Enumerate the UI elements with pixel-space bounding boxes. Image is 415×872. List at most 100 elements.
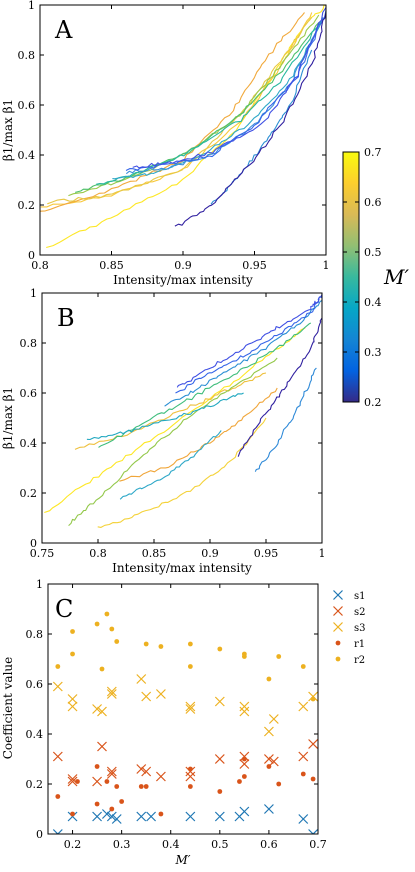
- marker-r2: [99, 666, 105, 672]
- marker-s2: [67, 776, 78, 787]
- y-tick-label: 0.4: [18, 149, 36, 162]
- panel-a: 0.8 0.85 0.9 0.95 1 0 0.2 0.4 0.6 0.8 1 A Intensit…: [1, 0, 330, 287]
- marker-s1: [239, 806, 250, 817]
- marker-s3: [106, 689, 117, 699]
- legend-label-s1: s1: [354, 591, 366, 602]
- marker-r2: [310, 696, 316, 702]
- marker-s1: [106, 811, 117, 822]
- series-line: [68, 357, 278, 527]
- marker-r2: [158, 644, 164, 649]
- x-tick-label: 0.95: [254, 547, 279, 560]
- x-tick-label: 0.4: [162, 838, 180, 851]
- marker-r1: [310, 776, 316, 782]
- panel-a-frame: [39, 4, 327, 256]
- legend-marker-r2: [335, 656, 341, 662]
- y-tick-label: 0.6: [18, 99, 36, 112]
- legend-label-s2: s2: [354, 607, 366, 618]
- series-line: [175, 295, 322, 394]
- y-tick-label: 0.2: [18, 199, 36, 212]
- panel-a-letter: A: [54, 16, 73, 44]
- series-line: [40, 12, 305, 212]
- panel-a-ylabel: β1/max β1: [1, 99, 15, 161]
- x-tick-label: 1: [323, 259, 330, 272]
- marker-r1: [94, 801, 100, 807]
- marker-r1: [187, 784, 193, 789]
- marker-r1: [217, 789, 223, 794]
- series-line: [176, 294, 322, 388]
- marker-s3: [155, 689, 166, 699]
- marker-s2: [106, 769, 117, 779]
- colorbar-label: M′: [383, 265, 409, 289]
- series-line: [74, 22, 320, 193]
- marker-s2: [239, 759, 250, 769]
- panel-b-letter: B: [57, 304, 75, 332]
- panel-c-xlabel: M′: [174, 853, 190, 867]
- panel-b: 0.75 0.8 0.85 0.9 0.95 1 0 0.2 0.4 0.6 0.8 1 B Inte…: [1, 287, 326, 575]
- x-tick-label: 1: [319, 547, 326, 560]
- colorbar-ticks: 0.2 0.3 0.4 0.5 0.6 0.7: [343, 146, 382, 409]
- marker-s1: [263, 804, 274, 814]
- colorbar-gradient: [342, 151, 360, 403]
- marker-s3: [106, 686, 117, 697]
- series-line: [98, 322, 312, 448]
- marker-s3: [67, 701, 78, 712]
- x-tick-label: 0.95: [242, 259, 267, 272]
- marker-r2: [94, 621, 100, 627]
- panel-b-ticks: 0.75 0.8 0.85 0.9 0.95 1 0 0.2 0.4 0.6 0.8 1: [20, 287, 326, 560]
- marker-s3: [263, 726, 274, 737]
- marker-r2: [143, 641, 149, 647]
- marker-s2: [308, 739, 318, 749]
- legend-label-s3: s3: [354, 623, 366, 634]
- marker-s2: [106, 766, 117, 777]
- series-line: [237, 317, 322, 457]
- marker-s2: [298, 751, 309, 762]
- marker-s3: [308, 691, 318, 702]
- marker-s3: [92, 704, 103, 714]
- marker-r2: [187, 641, 193, 647]
- marker-r2: [70, 629, 75, 634]
- legend-marker-s3: [333, 622, 343, 632]
- marker-s1: [214, 811, 225, 822]
- marker-s1: [67, 811, 78, 822]
- marker-r2: [276, 654, 282, 659]
- marker-r2: [114, 639, 120, 644]
- colorbar-tick-label: 0.4: [364, 296, 382, 309]
- marker-r2: [300, 664, 306, 669]
- x-tick-label: 0.8: [89, 547, 107, 560]
- y-tick-label: 0.6: [26, 678, 44, 691]
- marker-r1: [119, 799, 125, 804]
- marker-s3: [67, 694, 78, 704]
- marker-s1: [146, 811, 157, 822]
- series-line: [40, 12, 313, 208]
- series-line: [47, 17, 313, 205]
- legend-label-r1: r1: [354, 639, 365, 650]
- marker-s1: [92, 811, 103, 822]
- colorbar-tick-label: 0.3: [364, 346, 382, 359]
- legend-marker-s2: [333, 606, 343, 616]
- marker-s3: [239, 706, 250, 717]
- marker-r1: [94, 764, 100, 769]
- marker-s2: [141, 766, 152, 777]
- y-tick-label: 0.8: [18, 49, 36, 62]
- marker-s2: [263, 754, 274, 764]
- marker-r1: [241, 756, 247, 762]
- marker-s3: [268, 714, 279, 724]
- marker-s2: [92, 776, 103, 787]
- marker-s2: [155, 771, 166, 782]
- series-line: [68, 14, 320, 197]
- series-line: [44, 327, 306, 514]
- panel-c-frame: [47, 583, 319, 835]
- marker-s1: [298, 814, 309, 824]
- x-tick-label: 0.7: [309, 838, 327, 851]
- marker-r1: [109, 806, 115, 812]
- y-tick-label: 1: [36, 578, 43, 591]
- series-line: [174, 12, 326, 227]
- series-line: [164, 300, 322, 407]
- y-tick-label: 0: [28, 249, 35, 262]
- marker-r1: [276, 781, 282, 787]
- colorbar: 0.2 0.3 0.4 0.5 0.6 0.7 M′: [342, 146, 409, 409]
- panel-c-legend: s1 s2 s3 r1 r2: [333, 590, 366, 666]
- y-tick-label: 0.2: [20, 487, 38, 500]
- legend-label-r2: r2: [354, 655, 365, 666]
- colorbar-tick-label: 0.6: [364, 196, 382, 209]
